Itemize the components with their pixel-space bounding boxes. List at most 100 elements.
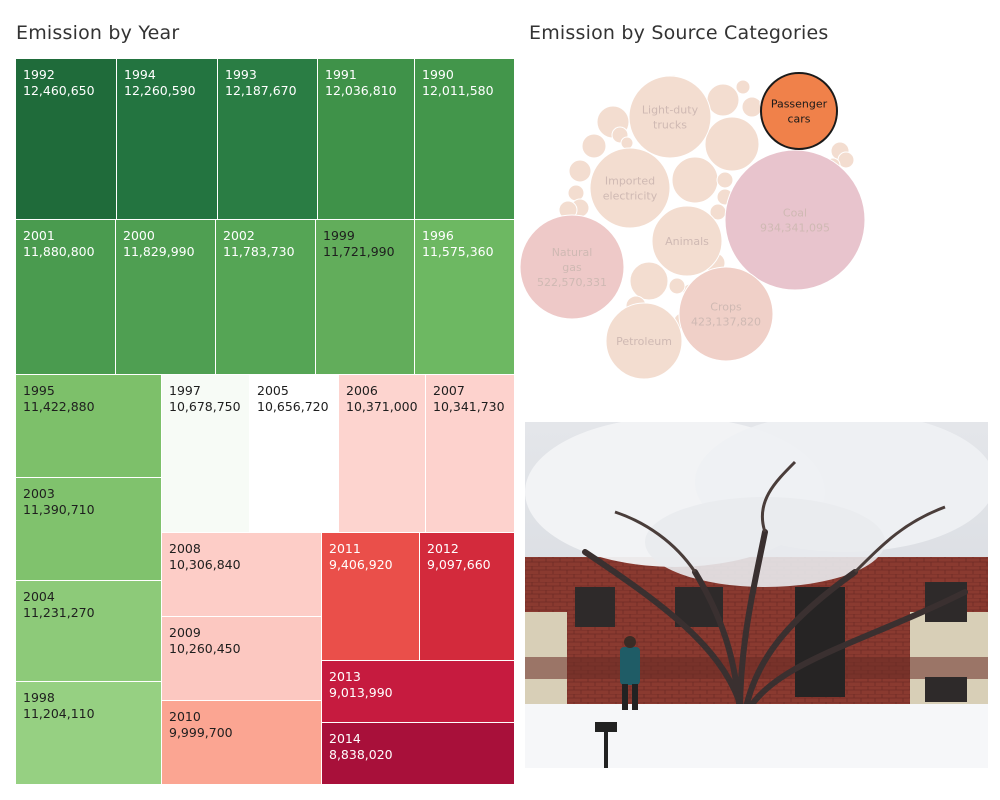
bubble-label: trucks bbox=[653, 119, 687, 132]
bubble-label: Passenger bbox=[771, 98, 828, 111]
treemap-year: 1999 bbox=[323, 228, 355, 243]
treemap-cell-1993[interactable]: 1993 12,187,670 bbox=[218, 59, 318, 220]
treemap-value: 12,187,670 bbox=[225, 83, 297, 98]
bubble-coal[interactable] bbox=[724, 149, 866, 291]
treemap-label-2013: 2013 9,013,990 bbox=[329, 669, 393, 701]
bubble-label: electricity bbox=[603, 190, 658, 203]
treemap-value: 11,204,110 bbox=[23, 706, 95, 721]
treemap-value: 12,460,650 bbox=[23, 83, 95, 98]
treemap-year: 2008 bbox=[169, 541, 201, 556]
bubble-petroleum[interactable] bbox=[605, 302, 683, 380]
treemap-year: 2007 bbox=[433, 383, 465, 398]
treemap-label-1990: 1990 12,011,580 bbox=[422, 67, 494, 99]
treemap-value: 10,656,720 bbox=[257, 399, 329, 414]
treemap-cell-1997[interactable]: 1997 10,678,750 bbox=[162, 375, 250, 533]
bubble-crops[interactable] bbox=[678, 266, 774, 362]
treemap-year: 2011 bbox=[329, 541, 361, 556]
treemap-value: 11,575,360 bbox=[422, 244, 494, 259]
treemap-label-2014: 2014 8,838,020 bbox=[329, 731, 393, 763]
treemap-value: 10,678,750 bbox=[169, 399, 241, 414]
treemap-year: 1996 bbox=[422, 228, 454, 243]
treemap-cell-2005[interactable]: 2005 10,656,720 bbox=[250, 375, 339, 533]
treemap-year: 2009 bbox=[169, 625, 201, 640]
treemap-cell-1996[interactable]: 1996 11,575,360 bbox=[415, 220, 514, 375]
emission-by-year-title: Emission by Year bbox=[16, 22, 180, 44]
treemap-cell-2002[interactable]: 2002 11,783,730 bbox=[216, 220, 316, 375]
minor-source-bubble[interactable] bbox=[671, 156, 719, 204]
treemap-cell-2004[interactable]: 2004 11,231,270 bbox=[16, 581, 162, 682]
bubble-label: Imported bbox=[605, 175, 655, 188]
treemap-cell-2010[interactable]: 2010 9,999,700 bbox=[162, 701, 322, 784]
treemap-cell-1990[interactable]: 1990 12,011,580 bbox=[415, 59, 514, 220]
treemap-label-1991: 1991 12,036,810 bbox=[325, 67, 397, 99]
treemap-cell-2009[interactable]: 2009 10,260,450 bbox=[162, 617, 322, 701]
treemap-label-2008: 2008 10,306,840 bbox=[169, 541, 241, 573]
minor-source-bubble[interactable] bbox=[567, 184, 585, 202]
treemap-value: 11,422,880 bbox=[23, 399, 95, 414]
treemap-cell-2003[interactable]: 2003 11,390,710 bbox=[16, 478, 162, 581]
bubble-passenger-cars[interactable] bbox=[760, 72, 838, 150]
treemap-cell-2001[interactable]: 2001 11,880,800 bbox=[16, 220, 116, 375]
treemap-value: 8,838,020 bbox=[329, 747, 393, 762]
bubble-label: gas bbox=[562, 261, 582, 274]
treemap-year: 2012 bbox=[427, 541, 459, 556]
bubble-imported-electricity[interactable] bbox=[589, 147, 671, 229]
treemap-cell-2013[interactable]: 2013 9,013,990 bbox=[322, 661, 514, 723]
source-bubble-chart: Coal 934,341,095 Natural gas 522,570,331 Crop… bbox=[520, 72, 866, 380]
treemap-value: 11,231,270 bbox=[23, 605, 95, 620]
minor-source-bubble[interactable] bbox=[668, 277, 686, 295]
treemap-label-1996: 1996 11,575,360 bbox=[422, 228, 494, 260]
minor-source-bubble[interactable] bbox=[581, 133, 607, 159]
treemap-year: 1997 bbox=[169, 383, 201, 398]
treemap-cell-2000[interactable]: 2000 11,829,990 bbox=[116, 220, 216, 375]
treemap-cell-1998[interactable]: 1998 11,204,110 bbox=[16, 682, 162, 784]
treemap-year: 2014 bbox=[329, 731, 361, 746]
treemap-year: 2002 bbox=[223, 228, 255, 243]
treemap-cell-1992[interactable]: 1992 12,460,650 bbox=[16, 59, 117, 220]
treemap-cell-1994[interactable]: 1994 12,260,590 bbox=[117, 59, 218, 220]
treemap-year: 1990 bbox=[422, 67, 454, 82]
treemap-label-2005: 2005 10,656,720 bbox=[257, 383, 329, 415]
treemap-cell-2007[interactable]: 2007 10,341,730 bbox=[426, 375, 514, 533]
treemap-value: 10,306,840 bbox=[169, 557, 241, 572]
treemap-year: 2010 bbox=[169, 709, 201, 724]
treemap-year: 1993 bbox=[225, 67, 257, 82]
bubble-label: Petroleum bbox=[616, 335, 672, 348]
treemap-year: 2005 bbox=[257, 383, 289, 398]
bubble-label: Crops bbox=[710, 301, 742, 314]
minor-source-bubble[interactable] bbox=[629, 261, 669, 301]
bubble-natural-gas[interactable] bbox=[520, 214, 625, 320]
treemap-cell-2014[interactable]: 2014 8,838,020 bbox=[322, 723, 514, 784]
treemap-label-1998: 1998 11,204,110 bbox=[23, 690, 95, 722]
treemap-label-2012: 2012 9,097,660 bbox=[427, 541, 491, 573]
minor-source-bubble[interactable] bbox=[568, 159, 592, 183]
minor-source-bubble[interactable] bbox=[735, 79, 751, 95]
minor-source-bubble[interactable] bbox=[620, 136, 634, 150]
treemap-value: 11,783,730 bbox=[223, 244, 295, 259]
treemap-cell-2011[interactable]: 2011 9,406,920 bbox=[322, 533, 420, 661]
minor-source-bubble[interactable] bbox=[741, 96, 763, 118]
minor-source-bubble[interactable] bbox=[706, 83, 740, 117]
treemap-year: 1998 bbox=[23, 690, 55, 705]
treemap-value: 11,829,990 bbox=[123, 244, 195, 259]
bubble-label: Coal bbox=[783, 207, 807, 220]
bubble-light-duty-trucks[interactable] bbox=[628, 75, 712, 159]
treemap-cell-2012[interactable]: 2012 9,097,660 bbox=[420, 533, 514, 661]
bubble-label: 423,137,820 bbox=[691, 316, 761, 329]
bubble-label: 934,341,095 bbox=[760, 222, 830, 235]
treemap-label-1997: 1997 10,678,750 bbox=[169, 383, 241, 415]
minor-source-bubble[interactable] bbox=[704, 116, 760, 172]
treemap-value: 10,260,450 bbox=[169, 641, 241, 656]
treemap-cell-2006[interactable]: 2006 10,371,000 bbox=[339, 375, 426, 533]
treemap-year: 2004 bbox=[23, 589, 55, 604]
treemap-cell-2008[interactable]: 2008 10,306,840 bbox=[162, 533, 322, 617]
treemap-label-1992: 1992 12,460,650 bbox=[23, 67, 95, 99]
treemap-label-1995: 1995 11,422,880 bbox=[23, 383, 95, 415]
treemap-value: 9,013,990 bbox=[329, 685, 393, 700]
bubble-animals[interactable] bbox=[651, 205, 723, 277]
minor-source-bubble[interactable] bbox=[716, 171, 734, 189]
treemap-label-2011: 2011 9,406,920 bbox=[329, 541, 393, 573]
treemap-cell-1999[interactable]: 1999 11,721,990 bbox=[316, 220, 415, 375]
treemap-cell-1995[interactable]: 1995 11,422,880 bbox=[16, 375, 162, 478]
treemap-cell-1991[interactable]: 1991 12,036,810 bbox=[318, 59, 415, 220]
